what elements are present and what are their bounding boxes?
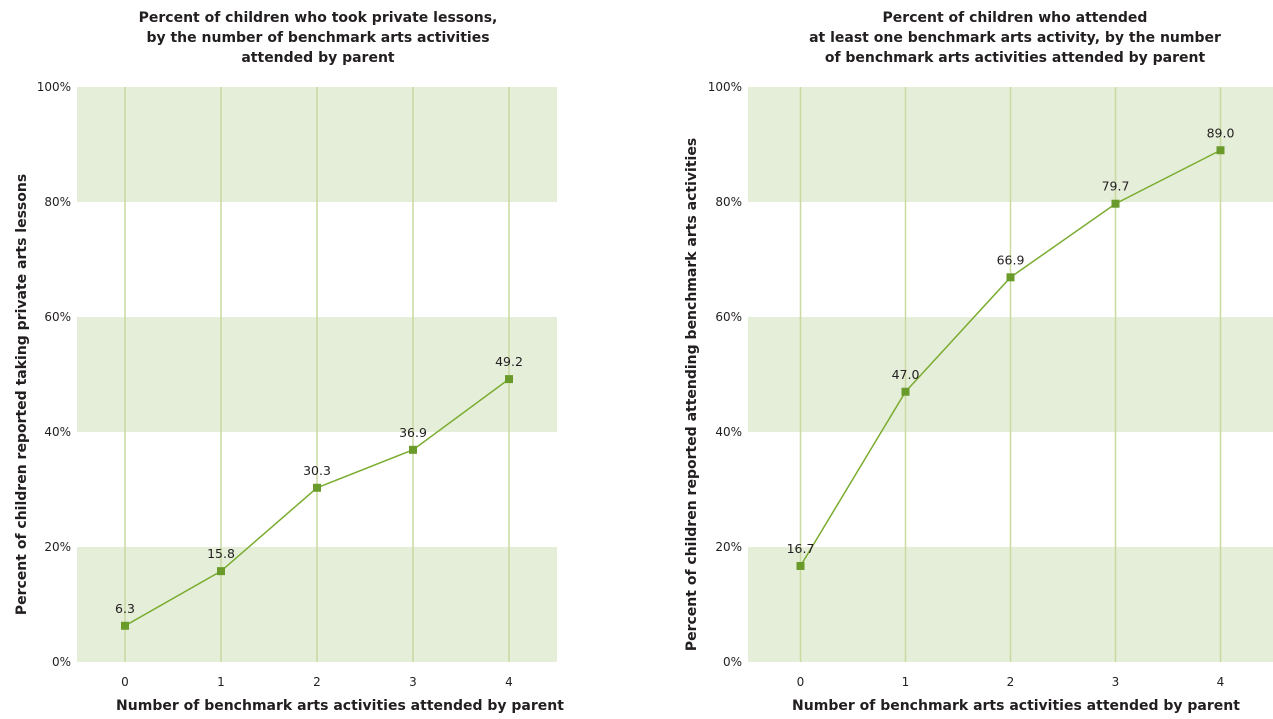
data-point (121, 621, 129, 630)
data-label: 15.8 (207, 546, 235, 561)
data-point (1111, 199, 1120, 208)
x-tick-label: 4 (1217, 675, 1225, 689)
y-axis-title: Percent of children reported attending b… (684, 138, 700, 651)
data-label: 36.9 (399, 425, 427, 440)
data-label: 6.3 (115, 601, 135, 616)
x-tick-label: 4 (505, 675, 513, 689)
data-point (1006, 273, 1015, 282)
y-tick-label: 20% (44, 540, 71, 554)
chart-1: Percent of children who took private les… (14, 10, 564, 714)
data-point (217, 567, 225, 576)
x-tick-label: 3 (409, 675, 417, 689)
y-tick-label: 80% (715, 195, 742, 209)
data-point (313, 483, 321, 492)
data-label: 89.0 (1207, 125, 1235, 140)
y-axis-title: Percent of children reported taking priv… (14, 174, 30, 615)
x-tick-label: 0 (797, 675, 805, 689)
y-tick-label: 0% (52, 655, 71, 669)
data-point (409, 445, 417, 454)
y-tick-label: 60% (44, 310, 71, 324)
data-label: 79.7 (1102, 179, 1130, 194)
chart-title-line: of benchmark arts activities attended by… (825, 50, 1206, 66)
x-tick-label: 0 (121, 675, 129, 689)
data-label: 47.0 (892, 367, 920, 382)
y-tick-label: 40% (715, 425, 742, 439)
x-tick-label: 1 (217, 675, 225, 689)
data-label: 66.9 (997, 252, 1025, 267)
chart-title-line: attended by parent (241, 50, 395, 66)
chart-title-line: by the number of benchmark arts activiti… (146, 30, 489, 46)
x-axis-title: Number of benchmark arts activities atte… (116, 698, 564, 714)
x-tick-label: 2 (313, 675, 321, 689)
y-tick-label: 40% (44, 425, 71, 439)
x-tick-label: 3 (1112, 675, 1120, 689)
data-point (505, 375, 513, 384)
chart-2: Percent of children who attended at least… (684, 10, 1273, 714)
data-point (1216, 146, 1225, 155)
x-axis-title: Number of benchmark arts activities atte… (792, 698, 1240, 714)
y-tick-label: 80% (44, 195, 71, 209)
x-tick-label: 1 (902, 675, 910, 689)
y-tick-label: 100% (37, 80, 71, 94)
chart-title-line: Percent of children who took private les… (139, 10, 498, 26)
x-tick-label: 2 (1007, 675, 1015, 689)
y-tick-label: 60% (715, 310, 742, 324)
y-tick-label: 100% (708, 80, 742, 94)
data-label: 16.7 (787, 541, 815, 556)
data-label: 49.2 (495, 354, 523, 369)
chart-title-line: at least one benchmark arts activity, by… (809, 30, 1221, 46)
chart-title-line: Percent of children who attended (883, 10, 1148, 26)
data-label: 30.3 (303, 463, 331, 478)
y-tick-label: 20% (715, 540, 742, 554)
data-point (796, 561, 805, 570)
data-point (901, 387, 910, 396)
y-tick-label: 0% (723, 655, 742, 669)
